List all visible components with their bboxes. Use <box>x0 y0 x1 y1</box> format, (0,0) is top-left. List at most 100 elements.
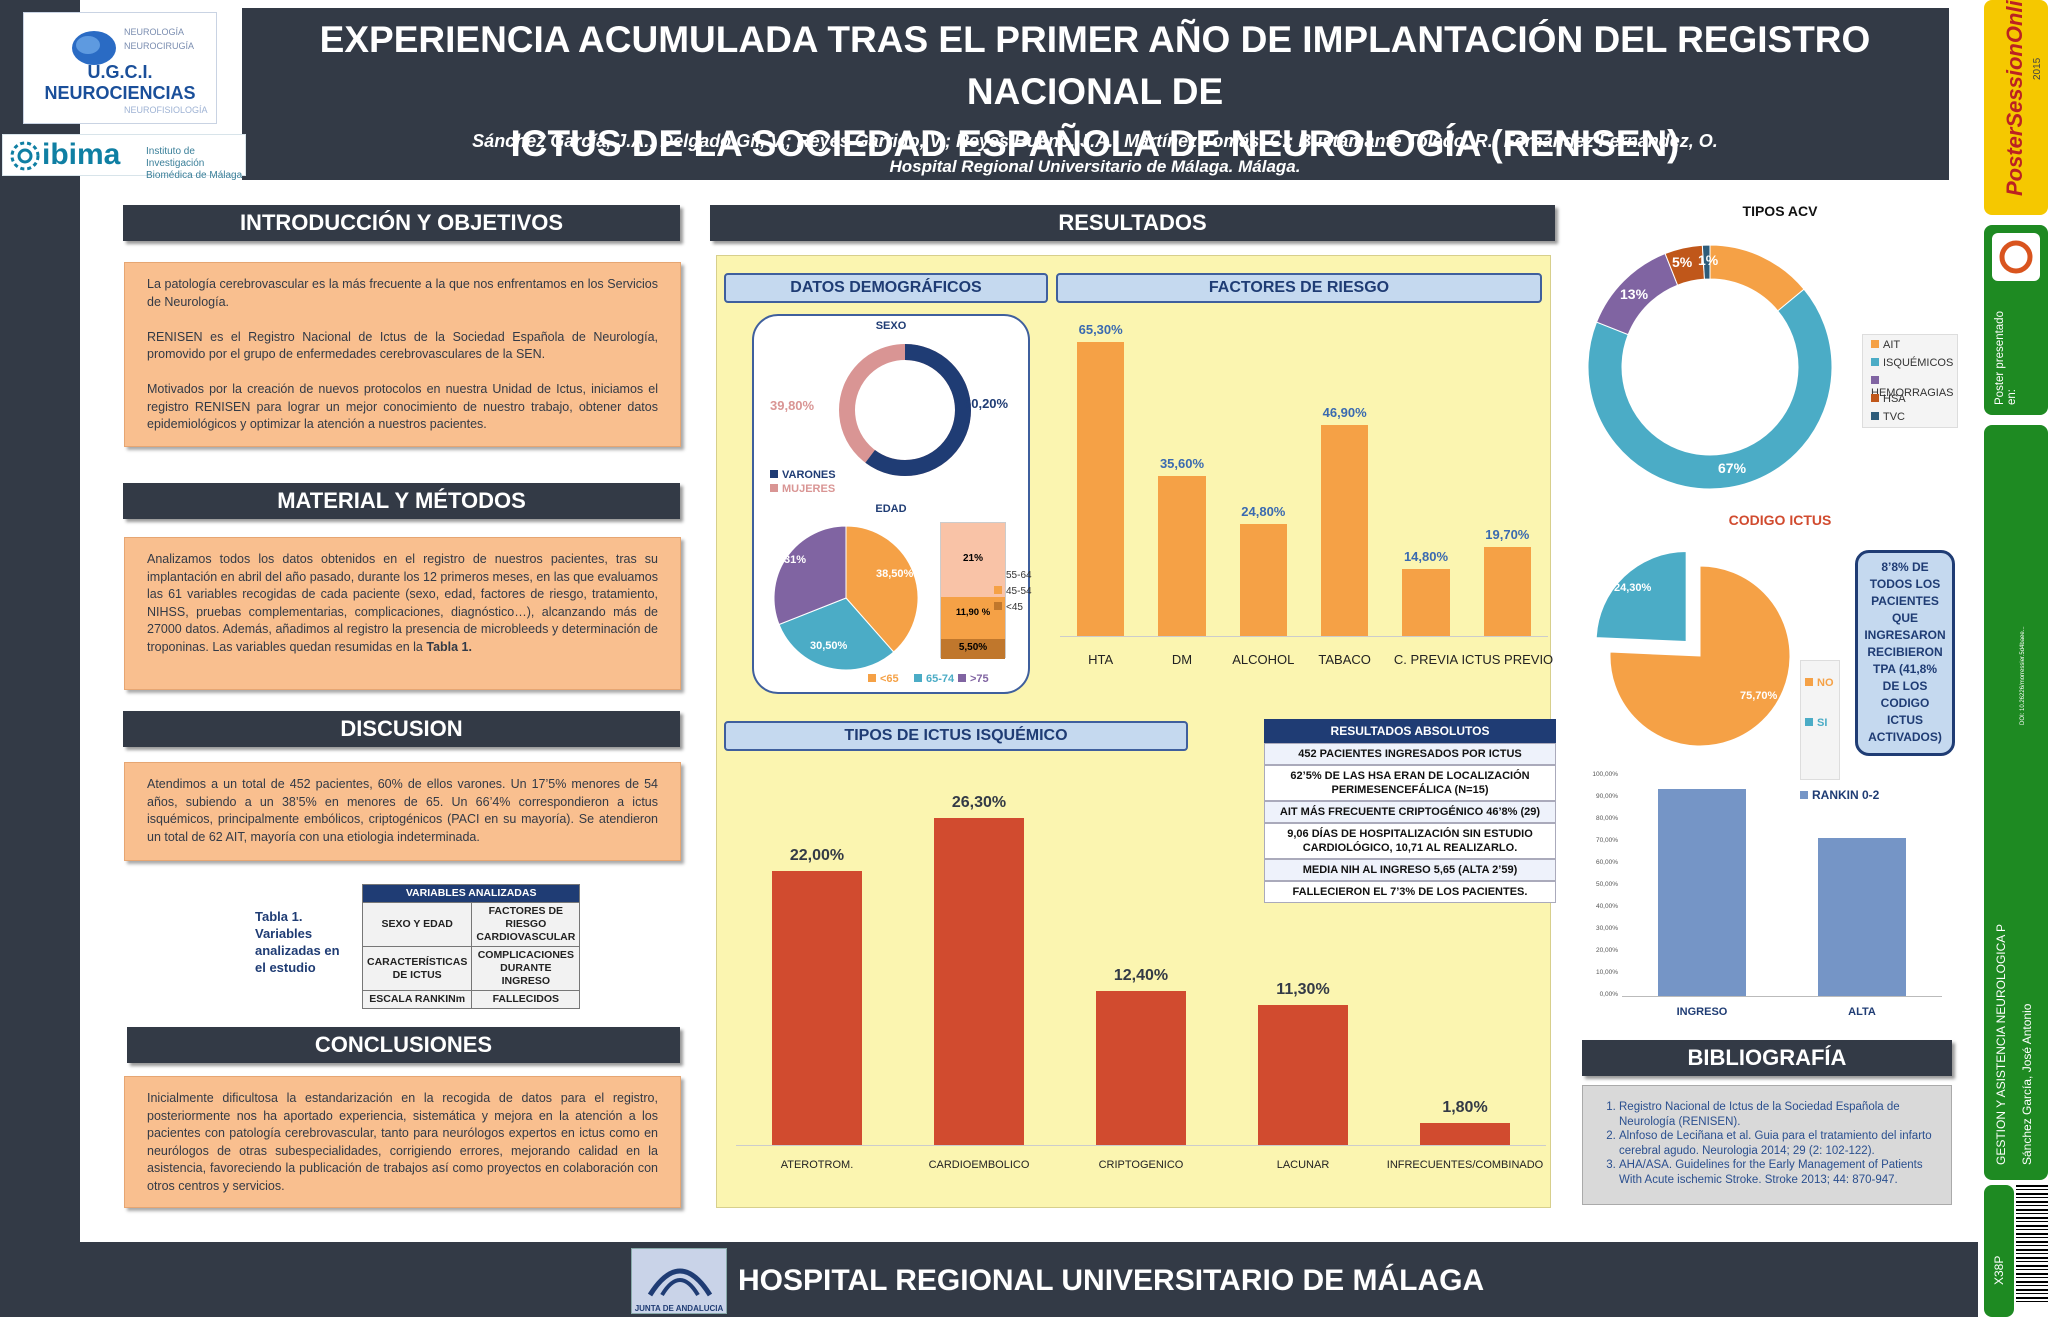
risk-factors-chart: 65,30% HTA 35,60% DM 24,80% ALCOHOL 46,90% TABA… <box>1060 310 1553 680</box>
discussion-header: DISCUSION <box>123 711 680 747</box>
bar-value-label: 12,40% <box>1113 966 1169 984</box>
ibima-subtitle: Instituto de Investigación Biomédica de … <box>146 146 243 181</box>
intro-p3: Motivados por la creación de nuevos prot… <box>147 382 658 431</box>
footer-hospital: HOSPITAL REGIONAL UNIVERSITARIO DE MÁLAG… <box>738 1264 1485 1297</box>
codigo-label-no: 75,70% <box>1740 690 1778 702</box>
y-tick-label: 100,00% <box>1592 771 1618 778</box>
ugci-name: U.G.C.I. NEUROCIENCIAS <box>44 62 196 103</box>
category-label: HTA <box>1088 652 1114 667</box>
bar-ictus-previo <box>1483 547 1531 636</box>
bar-value-label: 24,80% <box>1241 504 1286 520</box>
variables-table: VARIABLES ANALIZADAS SEXO Y EDAD FACTORES… <box>361 884 581 1009</box>
legend-lt45: <45 <box>994 602 1023 613</box>
legend-varones: VARONES <box>770 469 836 481</box>
session-info-panel: GESTION Y ASISTENCIA NEUROLOGICA P Sánch… <box>1984 425 2048 1180</box>
bar-value-label: 22,00% <box>789 847 845 865</box>
legend-lt65: <65 <box>868 673 899 685</box>
intro-box: La patología cerebrovascular es la más f… <box>124 262 681 447</box>
pie-slice-65-74 <box>778 597 895 671</box>
sex-label-mujeres: 39,80% <box>770 398 815 413</box>
poster-session-text: PosterSessionOnline <box>2002 0 2027 196</box>
sex-chart-title: SEXO <box>875 320 907 332</box>
y-tick-label: 90,00% <box>1595 793 1618 800</box>
bar-value-label: 35,60% <box>1159 455 1205 471</box>
junta-text: JUNTA DE ANDALUCIA <box>634 1304 724 1313</box>
bar-value-label: 46,90% <box>1322 404 1367 420</box>
methods-text: Analizamos todos los datos obtenidos en … <box>147 552 658 654</box>
ischemic-types-chart: 22,00% ATEROTROM. 26,30% CARDIOEMBOLICO 12,4… <box>736 780 1546 1195</box>
acv-label-hemorragias: 13% <box>1620 286 1649 302</box>
age-label-gt75: 31% <box>784 554 807 566</box>
codigo-callout: 8’8% DE TODOS LOS PACIENTES QUE INGRESAR… <box>1855 550 1955 756</box>
demographics-header: DATOS DEMOGRÁFICOS <box>724 273 1048 303</box>
intro-p1: La patología cerebrovascular es la más f… <box>147 277 658 309</box>
result-row: MEDIA NIH AL INGRESO 5,65 (ALTA 2’59) <box>1264 859 1556 881</box>
result-row: 9,06 DÍAS DE HOSPITALIZACIÓN SIN ESTUDIO… <box>1264 823 1556 859</box>
rankin-chart: 0,00% 10,00% 20,00% 30,00% 40,00% 50,00% 60,00… <box>1580 770 1950 1030</box>
footer-bar <box>0 1242 1978 1317</box>
title-line-1: EXPERIENCIA ACUMULADA TRAS EL PRIMER AÑO… <box>319 19 1871 112</box>
y-tick-label: 70,00% <box>1595 837 1618 844</box>
x-axis-line <box>1060 636 1548 637</box>
bar-ingreso <box>1658 789 1746 996</box>
bar-hta <box>1077 342 1125 636</box>
legend-65-74: 65-74 <box>914 673 954 685</box>
bibliography-item: Alnfoso de Leciñana et al. Guia para el … <box>1619 1129 1935 1158</box>
pie-slice-no <box>1609 565 1791 747</box>
presented-panel: Poster presentado en: <box>1984 225 2048 415</box>
svg-text:NEUROFISIOLOGÍA: NEUROFISIOLOGÍA <box>124 105 208 115</box>
conclusions-text: Inicialmente dificultosa la estandarizac… <box>147 1091 658 1193</box>
y-tick-label: 20,00% <box>1595 947 1618 954</box>
y-tick-label: 50,00% <box>1595 881 1618 888</box>
category-label: INGRESO <box>1676 1006 1728 1018</box>
ibima-flower-icon <box>10 141 40 171</box>
table-cell: FACTORES DE RIESGO CARDIOVASCULAR <box>471 902 581 947</box>
pie-slice-isqu-micos <box>1587 288 1833 490</box>
acv-label-ait: 14% <box>1812 262 1841 278</box>
junta-logo: JUNTA DE ANDALUCIA <box>631 1248 727 1314</box>
breakdown-55-64: 21% <box>941 523 1005 597</box>
bibliography-item: AHA/ASA. Guidelines for the Early Manage… <box>1619 1158 1935 1187</box>
title-line-2: ICTUS DE LA SOCIEDAD ESPAÑOLA DE NEUROLO… <box>510 123 1680 164</box>
y-tick-label: 30,00% <box>1595 925 1618 932</box>
x-axis-line <box>1622 996 1942 997</box>
bar-value-label: 14,80% <box>1403 549 1449 565</box>
pie-slice-si <box>1595 551 1687 643</box>
codigo-pie-chart <box>1595 551 1791 747</box>
title-banner <box>242 8 1949 180</box>
table-cell: CARACTERÍSTICAS DE ICTUS <box>361 946 473 991</box>
category-label: INFRECUENTES/COMBINADO <box>1386 1159 1544 1171</box>
intro-p2: RENISEN es el Registro Nacional de Ictus… <box>147 329 658 362</box>
table-cell: COMPLICACIONES DURANTE INGRESO <box>471 946 581 991</box>
session-author: Sánchez García, José Antonio <box>2020 1003 2034 1165</box>
poster-session-year: 2015 <box>2032 57 2043 80</box>
absolute-results-header: RESULTADOS ABSOLUTOS <box>1264 719 1556 743</box>
sex-donut-chart <box>839 344 971 476</box>
bar-c-previa <box>1402 569 1450 636</box>
bar-value-label: 65,30% <box>1078 322 1123 337</box>
conclusions-header: CONCLUSIONES <box>127 1027 680 1063</box>
methods-table-ref: Tabla 1. <box>426 639 472 654</box>
legend-si: SI <box>1805 717 1827 729</box>
y-tick-label: 10,00% <box>1595 969 1618 976</box>
bar-value-label: 19,70% <box>1485 527 1530 543</box>
sen-logo-icon <box>1999 240 2033 274</box>
bar-aterotrom- <box>771 871 863 1145</box>
legend-mujeres: MUJERES <box>770 483 835 495</box>
bar-criptogenico <box>1095 990 1187 1145</box>
svg-text:NEUROCIRUGÍA: NEUROCIRUGÍA <box>124 41 194 51</box>
results-header: RESULTADOS <box>710 205 1555 241</box>
age-label-65-74: 30,50% <box>810 640 848 652</box>
pie-slice-tvc <box>1701 244 1711 280</box>
barcode <box>2016 1185 2048 1305</box>
y-tick-label: 80,00% <box>1595 815 1618 822</box>
variables-table-header: VARIABLES ANALIZADAS <box>361 884 581 903</box>
y-tick-label: 40,00% <box>1595 903 1618 910</box>
result-row: 452 PACIENTES INGRESADOS POR ICTUS <box>1264 743 1556 765</box>
table1-caption: Tabla 1. Variables analizadas en el estu… <box>255 909 340 975</box>
category-label: CARDIOEMBOLICO <box>928 1159 1030 1171</box>
acv-label-hsa: 5% <box>1672 254 1693 270</box>
society-logo <box>1992 233 2040 281</box>
affiliation: Hospital Regional Universitario de Málag… <box>889 157 1301 176</box>
legend-hemorragias: HEMORRAGIAS <box>1871 375 1957 399</box>
